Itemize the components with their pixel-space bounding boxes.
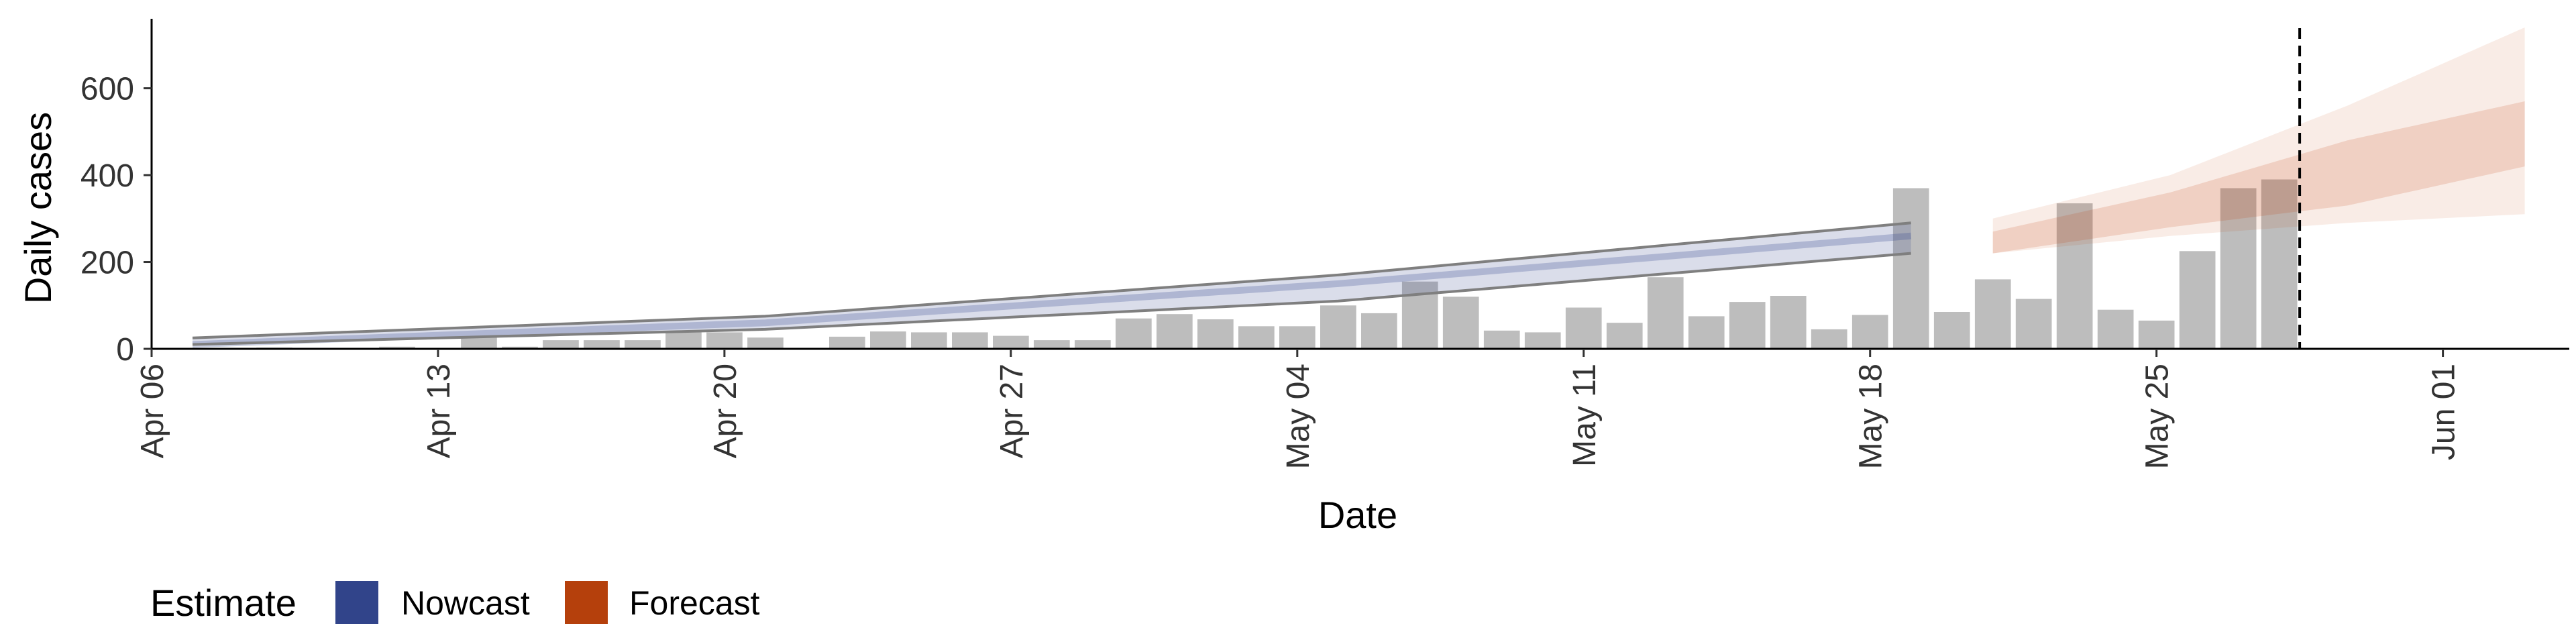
bar — [1075, 340, 1111, 349]
bar — [1034, 340, 1070, 349]
bar — [2261, 179, 2298, 349]
bar — [2179, 251, 2216, 349]
x-tick-label: May 18 — [1854, 364, 1889, 469]
legend: Estimate Nowcast Forecast — [150, 581, 760, 624]
bar — [993, 335, 1029, 349]
bar — [379, 346, 415, 349]
bar — [625, 340, 661, 349]
x-tick-label: Apr 20 — [708, 364, 743, 458]
bar — [461, 336, 497, 349]
x-tick-label: May 04 — [1281, 364, 1316, 469]
bar — [1729, 302, 1766, 349]
forecast-layer — [1992, 27, 2525, 254]
nowcast-upper-line — [192, 221, 1911, 339]
bars-layer — [174, 179, 2298, 349]
bar — [1442, 297, 1479, 349]
bar — [747, 337, 784, 349]
bar — [665, 332, 702, 349]
bar — [584, 340, 620, 349]
bar — [1688, 316, 1725, 349]
bar — [502, 346, 538, 349]
nowcast-layer — [192, 221, 1912, 348]
bar — [1116, 318, 1152, 349]
bar — [870, 331, 906, 349]
x-tick-label: Apr 27 — [994, 364, 1030, 458]
forecast-band-50 — [1992, 101, 2525, 254]
x-tick-label: Apr 13 — [421, 364, 457, 458]
bar — [2056, 203, 2093, 349]
nowcast-lower-line — [192, 252, 1911, 346]
bar — [1565, 307, 1602, 349]
y-tick-label: 200 — [80, 246, 134, 281]
bar — [2015, 299, 2052, 349]
x-tick-label: May 25 — [2140, 364, 2176, 469]
bar — [2138, 320, 2175, 349]
y-ticks: 0 200 400 600 — [80, 72, 152, 368]
y-tick-label: 400 — [80, 158, 134, 194]
bar — [1974, 279, 2011, 349]
x-tick-label: Jun 01 — [2426, 364, 2462, 460]
bar — [1647, 277, 1684, 349]
bar — [829, 336, 865, 349]
bar — [1606, 323, 1643, 349]
y-tick-label: 600 — [80, 72, 134, 107]
bar — [1770, 296, 1807, 349]
axes — [150, 19, 2569, 350]
bar — [1811, 329, 1847, 349]
bar — [1361, 313, 1397, 349]
x-ticks: Apr 06 Apr 13 Apr 20 Apr 27 May 04 May 11 May … — [135, 349, 2462, 469]
bar — [543, 340, 579, 349]
legend-label-nowcast: Nowcast — [401, 584, 530, 622]
y-axis-label: Daily cases — [17, 112, 59, 304]
legend-label-forecast: Forecast — [629, 584, 760, 622]
legend-swatch-nowcast — [335, 581, 378, 624]
bar — [1320, 305, 1356, 349]
legend-swatch-forecast — [565, 581, 608, 624]
y-tick-label: 0 — [116, 332, 134, 368]
x-tick-label: Apr 06 — [135, 364, 170, 458]
bar — [2097, 309, 2134, 349]
bar — [1892, 188, 1929, 349]
bar — [952, 332, 988, 349]
bar — [1851, 315, 1888, 349]
legend-title: Estimate — [150, 582, 297, 624]
forecast-band-90 — [1992, 27, 2525, 254]
bar — [1238, 326, 1275, 349]
nowcast-median — [192, 232, 1912, 348]
x-axis-label: Date — [1318, 494, 1397, 536]
bar — [1483, 330, 1520, 349]
bar — [911, 332, 947, 349]
bar — [1933, 312, 1970, 349]
x-tick-label: May 11 — [1567, 364, 1603, 467]
bar — [706, 332, 743, 349]
bar — [1157, 314, 1193, 349]
bar — [1279, 326, 1316, 349]
bar — [2220, 188, 2257, 349]
bar — [1524, 332, 1561, 349]
bar — [1197, 319, 1234, 349]
